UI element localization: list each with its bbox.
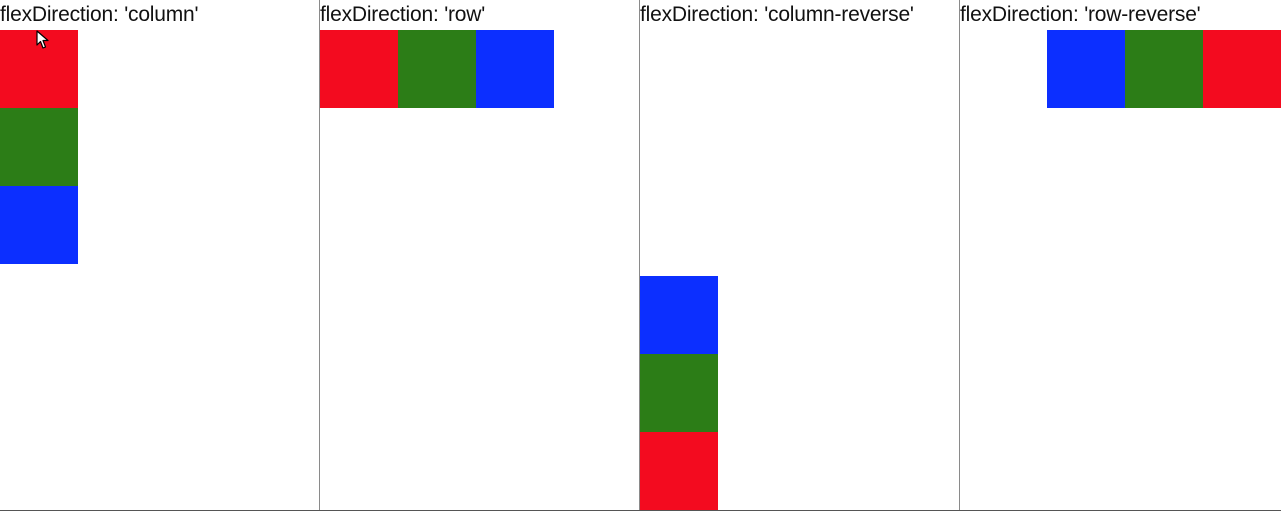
green-box [640,354,718,432]
box-container-column-reverse [640,30,959,510]
demo-title-column-reverse: flexDirection: 'column-reverse' [640,3,914,26]
flex-demo-row: flexDirection: 'row' [319,0,639,510]
flex-demo-row-reverse: flexDirection: 'row-reverse' [959,0,1281,510]
box-container-row-reverse [960,30,1281,510]
green-box [0,108,78,186]
red-box [640,432,718,510]
red-box [1203,30,1281,108]
green-box [1125,30,1203,108]
demo-title-row-reverse: flexDirection: 'row-reverse' [960,3,1201,26]
blue-box [640,276,718,354]
red-box [0,30,78,108]
green-box [398,30,476,108]
flex-demo-column-reverse: flexDirection: 'column-reverse' [639,0,959,510]
box-container-row [320,30,639,510]
blue-box [0,186,78,264]
demo-title-column: flexDirection: 'column' [0,3,199,26]
flex-demo-column: flexDirection: 'column' [0,0,319,510]
blue-box [476,30,554,108]
demo-title-row: flexDirection: 'row' [320,3,486,26]
red-box [320,30,398,108]
box-container-column [0,30,319,510]
blue-box [1047,30,1125,108]
